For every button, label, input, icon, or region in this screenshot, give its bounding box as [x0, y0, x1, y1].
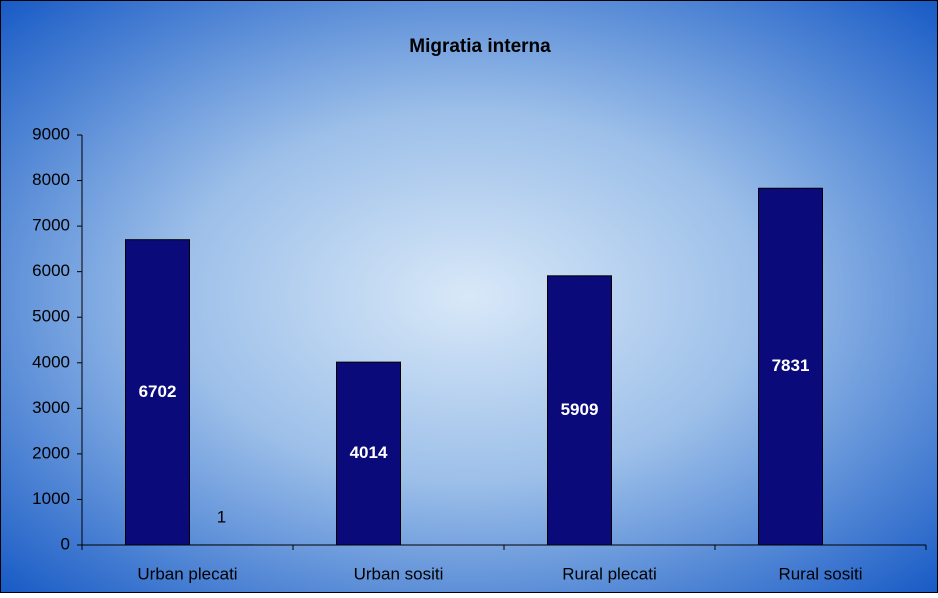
x-tick-label: Rural plecati — [562, 564, 657, 583]
y-tick-label: 9000 — [32, 124, 70, 143]
y-tick-label: 4000 — [32, 352, 70, 371]
y-tick-label: 3000 — [32, 398, 70, 417]
y-tick-label: 0 — [61, 534, 70, 553]
data-label: 6702 — [139, 382, 177, 401]
data-label: 4014 — [350, 443, 388, 462]
y-tick-label: 7000 — [32, 216, 70, 235]
y-tick-label: 5000 — [32, 307, 70, 326]
data-label: 5909 — [561, 400, 599, 419]
y-tick-label: 6000 — [32, 261, 70, 280]
y-tick-label: 1000 — [32, 489, 70, 508]
data-label: 1 — [217, 507, 226, 526]
y-tick-label: 2000 — [32, 443, 70, 462]
x-tick-label: Urban sositi — [354, 564, 444, 583]
chart-title: Migratia interna — [409, 36, 551, 57]
x-tick-label: Urban plecati — [137, 564, 237, 583]
y-tick-label: 8000 — [32, 170, 70, 189]
data-label: 7831 — [772, 356, 810, 375]
x-tick-label: Rural sositi — [778, 564, 862, 583]
